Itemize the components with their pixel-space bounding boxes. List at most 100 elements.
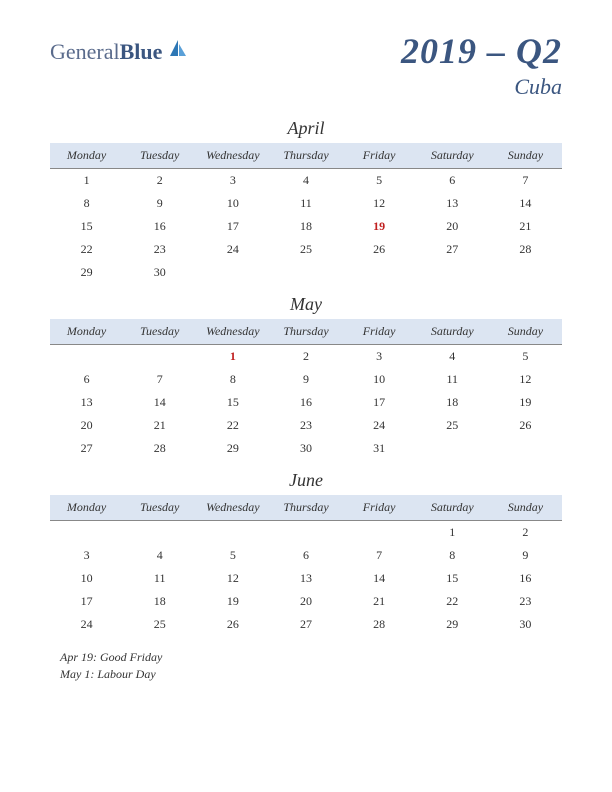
calendar-cell: 19: [196, 590, 269, 613]
calendar-cell: [416, 437, 489, 460]
calendar-cell: [343, 261, 416, 284]
calendar-cell: 31: [343, 437, 416, 460]
calendar-row: 12: [50, 521, 562, 545]
holiday-notes: Apr 19: Good FridayMay 1: Labour Day: [50, 650, 562, 682]
calendar-row: 15161718192021: [50, 215, 562, 238]
calendar-cell: 20: [416, 215, 489, 238]
calendar-cell: 25: [123, 613, 196, 636]
calendar-cell: 9: [123, 192, 196, 215]
calendar-cell: 6: [416, 169, 489, 193]
calendar-cell: 15: [50, 215, 123, 238]
calendar-cell: 13: [50, 391, 123, 414]
calendar-row: 22232425262728: [50, 238, 562, 261]
month-title: May: [50, 294, 562, 315]
calendar-cell: 5: [196, 544, 269, 567]
calendar-cell: 7: [343, 544, 416, 567]
calendar-cell: 18: [416, 391, 489, 414]
calendar-cell: 11: [416, 368, 489, 391]
day-header: Monday: [50, 495, 123, 521]
calendar-cell: 28: [343, 613, 416, 636]
calendar-cell: 7: [123, 368, 196, 391]
calendar-cell: 3: [50, 544, 123, 567]
calendar-row: 6789101112: [50, 368, 562, 391]
calendar-cell: 30: [269, 437, 342, 460]
country-name: Cuba: [401, 74, 562, 100]
day-header: Wednesday: [196, 143, 269, 169]
day-header: Tuesday: [123, 143, 196, 169]
calendar-cell: 26: [196, 613, 269, 636]
logo-text-blue: Blue: [120, 39, 163, 65]
title-block: 2019 – Q2 Cuba: [401, 30, 562, 100]
calendar-cell: 4: [416, 345, 489, 369]
calendar-row: 24252627282930: [50, 613, 562, 636]
quarter-title: 2019 – Q2: [401, 30, 562, 72]
calendar-cell: 10: [50, 567, 123, 590]
calendar-cell: 24: [343, 414, 416, 437]
day-header: Friday: [343, 495, 416, 521]
calendar-row: 17181920212223: [50, 590, 562, 613]
calendar-row: 891011121314: [50, 192, 562, 215]
day-header: Friday: [343, 143, 416, 169]
calendar-cell: 30: [489, 613, 562, 636]
calendar-cell: 24: [196, 238, 269, 261]
calendar-cell: 17: [50, 590, 123, 613]
calendar-cell: [50, 345, 123, 369]
calendar-cell: 14: [489, 192, 562, 215]
day-header: Sunday: [489, 495, 562, 521]
calendar-cell: 4: [123, 544, 196, 567]
calendar-cell: 10: [196, 192, 269, 215]
calendar-cell: [123, 345, 196, 369]
calendar-table: MondayTuesdayWednesdayThursdayFridaySatu…: [50, 495, 562, 636]
calendar-cell: [269, 521, 342, 545]
calendar-row: 2930: [50, 261, 562, 284]
calendar-cell: [416, 261, 489, 284]
holiday-note: Apr 19: Good Friday: [60, 650, 562, 665]
calendar-cell: 22: [416, 590, 489, 613]
calendar-row: 3456789: [50, 544, 562, 567]
calendar-cell: 30: [123, 261, 196, 284]
header: GeneralBlue 2019 – Q2 Cuba: [50, 30, 562, 100]
calendar-cell: 22: [50, 238, 123, 261]
calendar-cell: 1: [416, 521, 489, 545]
calendar-cell: 21: [123, 414, 196, 437]
calendar-cell: 12: [196, 567, 269, 590]
calendar-cell: [196, 521, 269, 545]
calendar-cell: 21: [343, 590, 416, 613]
calendar-cell: 4: [269, 169, 342, 193]
calendar-cell: [343, 521, 416, 545]
calendar-cell: 11: [269, 192, 342, 215]
day-header: Saturday: [416, 143, 489, 169]
calendar-cell: 28: [123, 437, 196, 460]
calendar-cell: 8: [50, 192, 123, 215]
calendar-cell: 19: [343, 215, 416, 238]
calendar-cell: 15: [416, 567, 489, 590]
day-header: Monday: [50, 143, 123, 169]
month-title: June: [50, 470, 562, 491]
calendar-cell: 3: [343, 345, 416, 369]
calendar-table: MondayTuesdayWednesdayThursdayFridaySatu…: [50, 319, 562, 460]
day-header: Wednesday: [196, 495, 269, 521]
calendar-cell: 27: [50, 437, 123, 460]
calendar-cell: 18: [123, 590, 196, 613]
calendar-cell: [489, 437, 562, 460]
day-header: Sunday: [489, 319, 562, 345]
month-block: June MondayTuesdayWednesdayThursdayFriday…: [50, 470, 562, 636]
calendar-cell: 16: [123, 215, 196, 238]
calendar-cell: 21: [489, 215, 562, 238]
calendar-cell: 18: [269, 215, 342, 238]
calendar-cell: [196, 261, 269, 284]
calendar-cell: 17: [343, 391, 416, 414]
calendar-cell: [269, 261, 342, 284]
calendar-cell: 20: [50, 414, 123, 437]
day-header: Thursday: [269, 495, 342, 521]
calendar-cell: 26: [343, 238, 416, 261]
day-header: Monday: [50, 319, 123, 345]
calendar-cell: 3: [196, 169, 269, 193]
calendar-cell: 19: [489, 391, 562, 414]
day-header: Saturday: [416, 319, 489, 345]
day-header: Wednesday: [196, 319, 269, 345]
calendar-cell: 8: [196, 368, 269, 391]
calendar-cell: 16: [269, 391, 342, 414]
day-header: Sunday: [489, 143, 562, 169]
day-header: Friday: [343, 319, 416, 345]
